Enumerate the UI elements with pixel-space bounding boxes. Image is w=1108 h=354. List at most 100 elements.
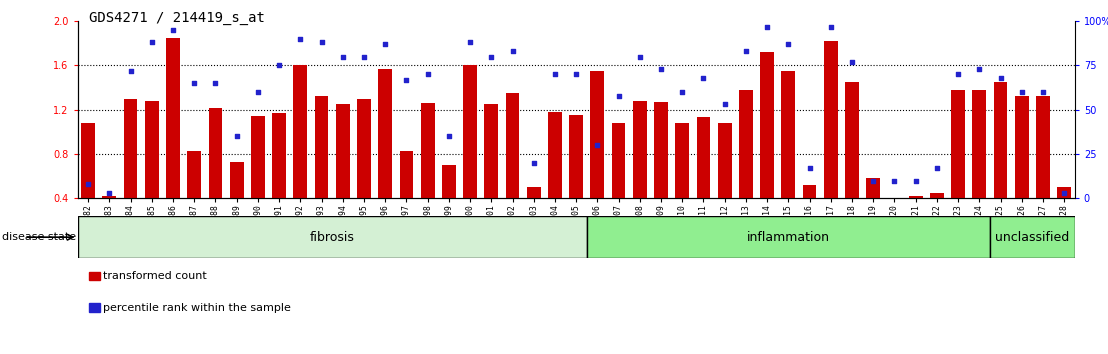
Point: [971, 66, 988, 72]
Point: [588, 142, 606, 148]
Bar: [357, 99, 371, 198]
Point: [1034, 89, 1051, 95]
Point: [906, 178, 924, 183]
Point: [356, 54, 373, 59]
Bar: [315, 97, 328, 198]
Bar: [378, 69, 392, 198]
Bar: [548, 112, 562, 198]
Bar: [505, 93, 520, 198]
Bar: [484, 104, 499, 198]
Point: [525, 160, 543, 166]
Bar: [760, 52, 774, 198]
Text: transformed count: transformed count: [103, 271, 207, 281]
Bar: [676, 123, 689, 198]
Point: [377, 41, 394, 47]
Bar: [951, 90, 965, 198]
FancyBboxPatch shape: [78, 216, 587, 258]
Point: [801, 165, 819, 171]
Point: [630, 54, 648, 59]
Point: [461, 40, 479, 45]
Point: [609, 93, 627, 98]
Bar: [930, 193, 944, 198]
Bar: [1015, 97, 1028, 198]
Bar: [888, 198, 901, 200]
Bar: [633, 101, 647, 198]
Point: [737, 48, 755, 54]
FancyBboxPatch shape: [587, 216, 989, 258]
Bar: [229, 162, 244, 198]
Bar: [294, 65, 307, 198]
Point: [822, 24, 840, 29]
Point: [185, 80, 203, 86]
Point: [334, 54, 351, 59]
Bar: [463, 65, 476, 198]
FancyBboxPatch shape: [989, 216, 1075, 258]
Point: [398, 77, 416, 82]
Bar: [421, 103, 434, 198]
Bar: [1036, 97, 1050, 198]
Point: [228, 133, 246, 139]
Bar: [570, 115, 583, 198]
Bar: [145, 101, 158, 198]
Bar: [187, 151, 202, 198]
Bar: [252, 116, 265, 198]
Point: [312, 40, 330, 45]
Point: [1055, 190, 1073, 196]
Point: [440, 133, 458, 139]
Bar: [103, 196, 116, 198]
Point: [567, 72, 585, 77]
Bar: [612, 123, 626, 198]
Bar: [81, 123, 95, 198]
Point: [143, 40, 161, 45]
Point: [758, 24, 776, 29]
Point: [419, 72, 437, 77]
Bar: [273, 113, 286, 198]
Bar: [336, 104, 350, 198]
Point: [482, 54, 500, 59]
Text: percentile rank within the sample: percentile rank within the sample: [103, 303, 291, 313]
Point: [80, 181, 98, 187]
Text: inflammation: inflammation: [747, 231, 830, 244]
Point: [843, 59, 861, 65]
Point: [270, 63, 288, 68]
Point: [546, 72, 564, 77]
Point: [1013, 89, 1030, 95]
Bar: [909, 196, 923, 198]
Bar: [845, 82, 859, 198]
Text: disease state: disease state: [2, 232, 76, 242]
Point: [716, 102, 733, 107]
Bar: [973, 90, 986, 198]
Bar: [781, 71, 796, 198]
Point: [122, 68, 140, 74]
Point: [695, 75, 712, 81]
Bar: [994, 82, 1007, 198]
Point: [929, 165, 946, 171]
Bar: [802, 185, 817, 198]
Point: [674, 89, 691, 95]
Point: [504, 48, 522, 54]
Bar: [718, 123, 731, 198]
Bar: [591, 71, 604, 198]
Point: [164, 27, 182, 33]
Text: fibrosis: fibrosis: [310, 231, 355, 244]
Bar: [654, 102, 668, 198]
Bar: [697, 118, 710, 198]
Bar: [166, 38, 179, 198]
Bar: [400, 151, 413, 198]
Point: [950, 72, 967, 77]
Point: [206, 80, 224, 86]
Bar: [208, 108, 223, 198]
Point: [653, 66, 670, 72]
Text: GDS4271 / 214419_s_at: GDS4271 / 214419_s_at: [89, 11, 265, 25]
Bar: [1057, 187, 1071, 198]
Point: [885, 178, 903, 183]
Point: [779, 41, 797, 47]
Bar: [526, 187, 541, 198]
Point: [992, 75, 1009, 81]
Bar: [739, 90, 752, 198]
Bar: [124, 99, 137, 198]
Bar: [866, 178, 880, 198]
Point: [249, 89, 267, 95]
Bar: [442, 165, 455, 198]
Point: [864, 178, 882, 183]
